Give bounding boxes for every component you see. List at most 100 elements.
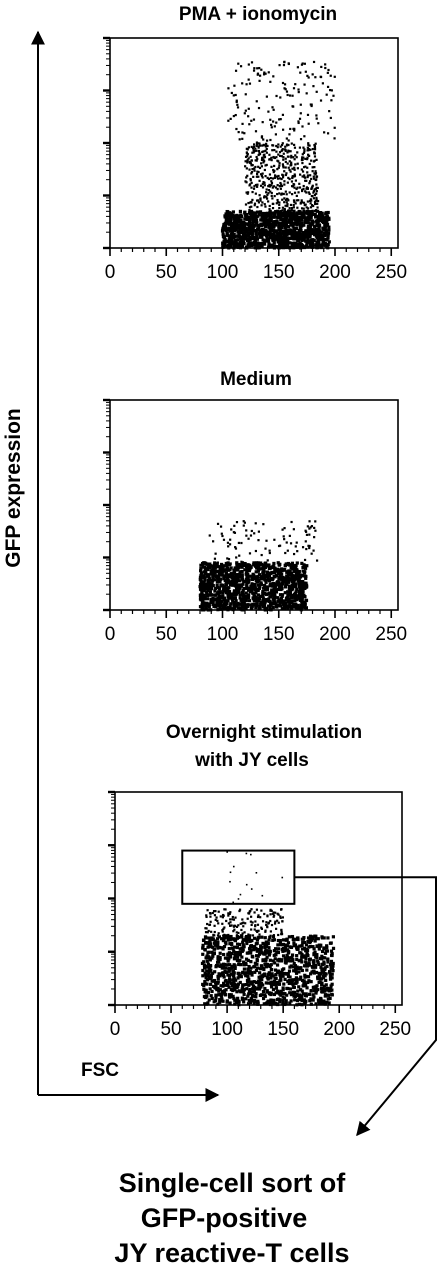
data-point (208, 911, 212, 915)
data-point (249, 162, 253, 165)
data-point (273, 947, 278, 951)
data-point (251, 591, 255, 595)
data-point (270, 243, 274, 248)
data-point (253, 970, 257, 974)
data-point (300, 597, 304, 601)
data-point (312, 951, 316, 956)
data-point (251, 572, 255, 576)
data-point (304, 530, 308, 533)
data-point (320, 1001, 324, 1005)
data-point (269, 118, 272, 121)
data-point (226, 568, 230, 572)
data-point (304, 606, 309, 610)
data-point (240, 560, 243, 563)
data-point (250, 205, 253, 208)
data-point (284, 204, 287, 207)
data-point (269, 1002, 273, 1006)
data-point (210, 996, 214, 1001)
data-point (276, 184, 279, 187)
data-point (239, 607, 243, 611)
data-point (271, 197, 274, 200)
data-point (293, 186, 296, 189)
data-point (246, 572, 250, 577)
data-point (285, 944, 289, 948)
data-point (250, 170, 254, 174)
data-point (303, 174, 306, 177)
data-point (283, 567, 287, 571)
data-point (294, 163, 297, 166)
data-point (238, 585, 242, 589)
data-point (247, 599, 252, 603)
data-point (225, 576, 229, 580)
data-point (279, 973, 283, 977)
data-point (290, 156, 293, 159)
data-point (230, 575, 235, 579)
data-point (218, 992, 222, 997)
data-point (245, 584, 249, 588)
data-point (282, 599, 286, 603)
data-point (198, 585, 202, 589)
data-point (290, 571, 294, 576)
data-point (221, 244, 225, 248)
data-point (291, 567, 295, 571)
data-point (273, 169, 276, 172)
data-point (301, 156, 304, 159)
data-point (285, 953, 289, 958)
data-point (285, 955, 290, 959)
data-point (282, 174, 285, 177)
data-point (275, 156, 278, 159)
data-point (286, 203, 289, 206)
data-point (286, 549, 289, 552)
data-point (288, 241, 292, 245)
data-point (264, 149, 267, 152)
data-point (211, 954, 215, 958)
data-point (322, 946, 326, 950)
data-point (277, 581, 281, 586)
data-point (294, 83, 297, 86)
data-point (295, 571, 299, 576)
data-point (244, 203, 248, 206)
data-point (261, 121, 264, 124)
data-point (222, 227, 226, 232)
data-point (300, 996, 304, 1000)
data-point (253, 575, 257, 579)
data-point (253, 239, 258, 243)
data-point (317, 239, 321, 243)
data-point (228, 924, 232, 927)
data-point (265, 585, 269, 589)
data-point (253, 228, 257, 233)
data-point (243, 132, 246, 135)
data-point (225, 239, 229, 243)
data-point (229, 580, 233, 584)
data-point (220, 997, 224, 1001)
data-point (294, 226, 298, 231)
data-point (303, 595, 307, 599)
data-point (258, 604, 262, 609)
data-point (223, 908, 226, 911)
data-point (265, 95, 268, 98)
data-point (305, 245, 310, 249)
data-point (235, 127, 238, 131)
data-point (278, 991, 282, 995)
data-point (260, 575, 264, 579)
data-point (315, 240, 319, 244)
data-point (215, 944, 219, 948)
data-point (221, 930, 224, 933)
data-point (272, 561, 276, 566)
data-point (256, 205, 259, 209)
data-point (278, 192, 281, 195)
data-point (328, 110, 331, 113)
data-point (262, 973, 267, 978)
data-point (273, 176, 277, 179)
data-point (258, 948, 262, 952)
data-point (300, 590, 304, 594)
data-point (214, 918, 217, 921)
data-point (227, 218, 231, 222)
data-point (288, 586, 292, 590)
data-point (326, 242, 330, 247)
data-point (278, 203, 281, 206)
data-point (287, 935, 291, 939)
data-point (306, 224, 310, 229)
data-point (304, 943, 309, 947)
data-point (264, 981, 268, 985)
